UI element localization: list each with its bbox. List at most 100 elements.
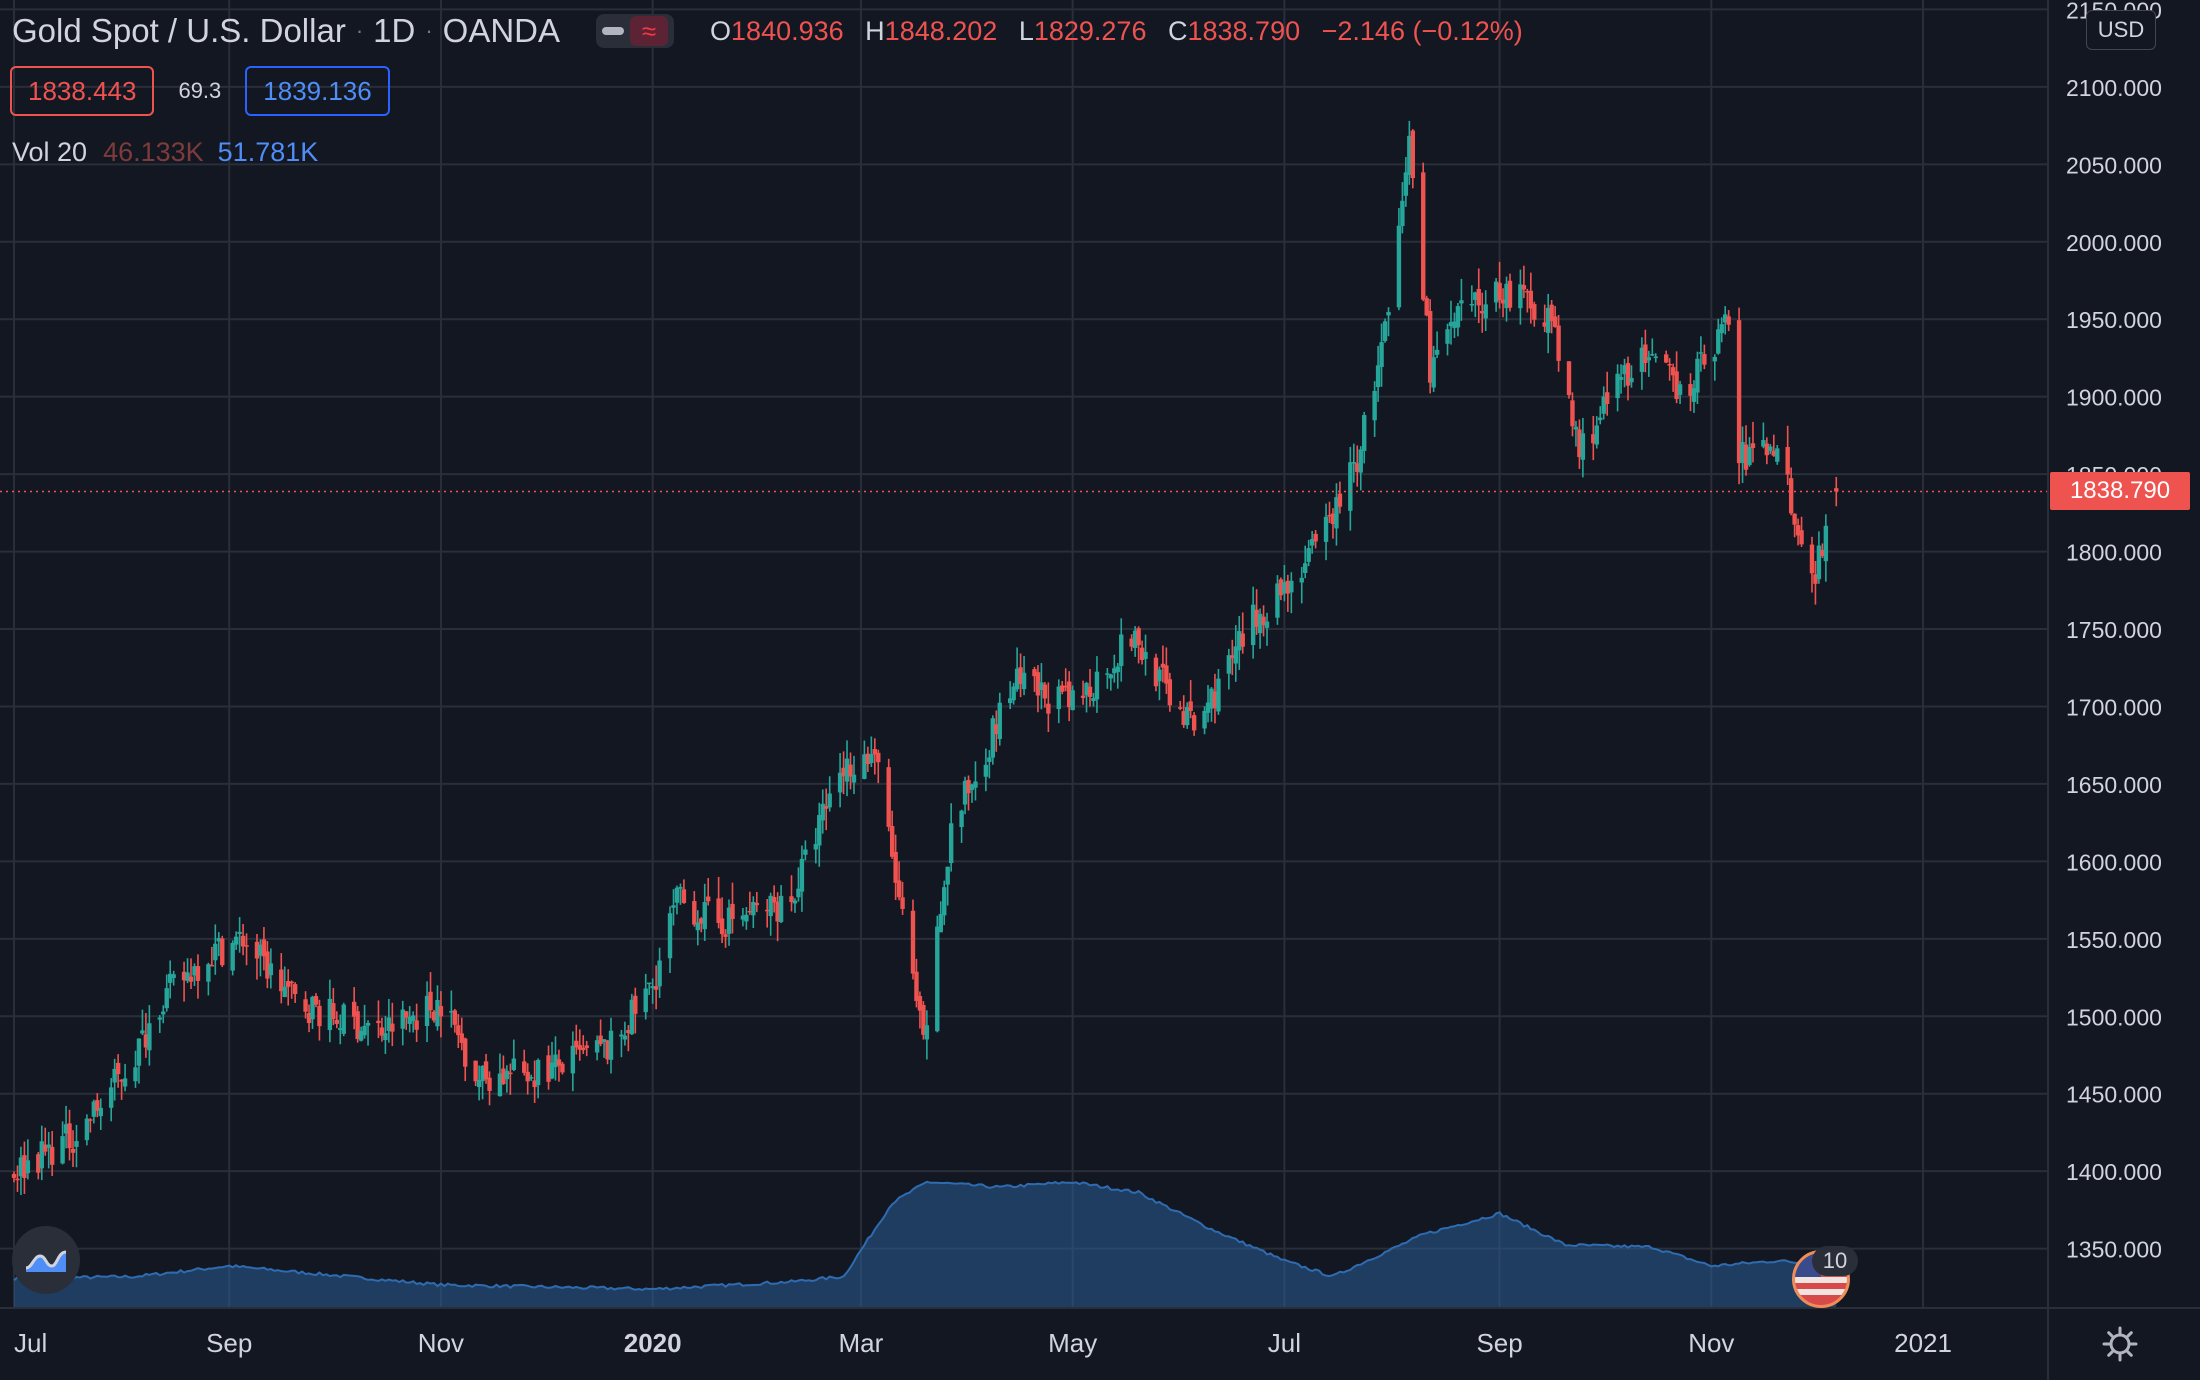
tradingview-logo-icon[interactable]: [12, 1226, 80, 1294]
open-value: 1840.936: [731, 15, 844, 46]
candle: [751, 896, 756, 928]
candle: [376, 1000, 381, 1039]
candle-body: [1646, 357, 1652, 361]
candle-body: [581, 1047, 586, 1051]
candle-body: [292, 984, 298, 995]
candle-body: [775, 901, 780, 922]
candle: [1740, 426, 1745, 484]
candle: [49, 1131, 55, 1177]
candle: [383, 1016, 388, 1054]
candle: [792, 898, 798, 913]
candle-body: [1650, 354, 1655, 356]
candle: [508, 1063, 513, 1095]
candle: [157, 1015, 162, 1034]
candle-body: [1525, 290, 1530, 293]
gear-icon[interactable]: [2100, 1324, 2140, 1364]
candle: [1771, 434, 1776, 457]
candle-body: [796, 888, 801, 898]
candle-body: [1424, 298, 1429, 316]
candle-body: [1643, 344, 1648, 363]
candle: [1792, 513, 1797, 538]
candle-body: [459, 1033, 464, 1043]
candle: [1303, 545, 1308, 579]
candle-body: [1622, 365, 1627, 375]
collapse-icon[interactable]: [602, 27, 625, 35]
candle: [1653, 353, 1658, 363]
candle-body: [1039, 682, 1044, 690]
candle-body: [140, 1030, 145, 1034]
candle: [799, 845, 805, 912]
volume-label[interactable]: Vol 20: [12, 136, 88, 167]
candle-body: [1722, 314, 1728, 323]
candlestick-series: [11, 120, 1839, 1196]
candle-body: [962, 780, 968, 805]
currency-button[interactable]: USD: [2086, 10, 2156, 50]
high-value: 1848.202: [884, 15, 998, 46]
candle: [1178, 700, 1183, 711]
candle-body: [1455, 306, 1461, 328]
candle: [723, 929, 728, 948]
candle: [428, 972, 433, 1019]
timeframe-label[interactable]: 1D: [373, 12, 416, 49]
candle-body: [1445, 329, 1450, 344]
candle: [876, 749, 881, 784]
candle-body: [570, 1045, 576, 1074]
candle-body: [504, 1070, 510, 1080]
sell-price-button[interactable]: 1838.443: [10, 66, 155, 116]
candle: [362, 1004, 367, 1039]
candle-body: [456, 1025, 461, 1036]
candle: [959, 809, 964, 843]
candle: [112, 1058, 117, 1101]
y-tick-label: 1800.000: [2066, 540, 2162, 566]
candle-body: [799, 858, 805, 892]
candle-body: [1205, 702, 1211, 713]
candle: [167, 960, 173, 999]
symbol-name[interactable]: Gold Spot / U.S. Dollar: [12, 12, 346, 49]
candle: [1500, 288, 1506, 318]
candle: [1282, 564, 1287, 602]
candle: [1532, 301, 1537, 327]
candle: [46, 1131, 51, 1169]
candle: [820, 789, 825, 834]
candle-body: [1355, 463, 1360, 472]
candle: [1476, 268, 1481, 324]
candle: [1230, 639, 1235, 676]
candle: [292, 982, 298, 1003]
legend-toggle-group[interactable]: ≈: [596, 14, 675, 48]
buy-price-button[interactable]: 1839.136: [245, 66, 390, 116]
exchange-label[interactable]: OANDA: [442, 12, 561, 49]
y-tick-label: 1400.000: [2066, 1159, 2162, 1185]
candle: [813, 827, 818, 864]
compare-icon[interactable]: ≈: [630, 16, 669, 46]
candle-body: [723, 934, 728, 937]
candle-body: [705, 896, 711, 902]
candle: [1410, 129, 1416, 189]
candle: [181, 961, 187, 1002]
candle-body: [147, 1023, 152, 1051]
candle: [140, 1009, 145, 1036]
candle: [1507, 273, 1513, 312]
candle-body: [22, 1155, 27, 1179]
candle-body: [258, 944, 263, 956]
candle-body: [317, 1005, 322, 1027]
candle: [1545, 293, 1551, 354]
candle: [1604, 371, 1610, 416]
candle: [601, 1039, 607, 1058]
candle: [754, 892, 759, 913]
candle-body: [1591, 434, 1596, 444]
economic-events-badge[interactable]: 10: [1792, 1246, 1866, 1308]
candle-body: [1695, 358, 1700, 393]
candle: [824, 788, 829, 831]
candle-body: [220, 938, 225, 966]
candle-body: [230, 942, 235, 971]
candle-body: [1275, 583, 1280, 618]
candle: [1743, 425, 1749, 476]
candle-body: [546, 1055, 551, 1082]
candle-body: [331, 1003, 336, 1019]
candle: [1455, 303, 1461, 337]
candle: [188, 958, 194, 989]
candle: [935, 915, 940, 1033]
candle-body: [431, 1011, 437, 1021]
candle-body: [501, 1068, 506, 1085]
